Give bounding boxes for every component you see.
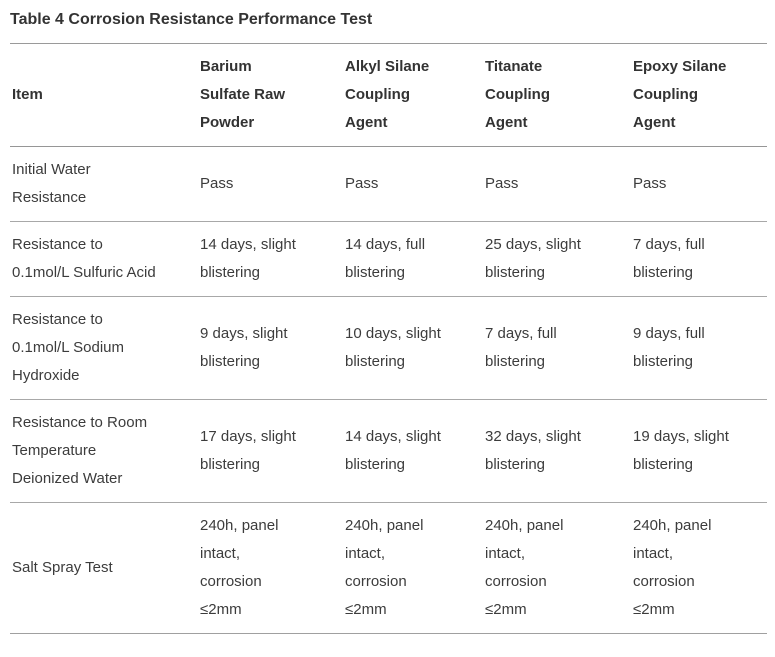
row-label: Salt Spray Test bbox=[12, 559, 113, 576]
table-cell: Pass bbox=[345, 146, 485, 222]
row-label: Resistance to 0.1mol/L Sulfuric Acid bbox=[10, 221, 200, 297]
table-cell: Pass bbox=[633, 146, 767, 222]
table-cell: 14 days, full blistering bbox=[345, 221, 485, 297]
table-cell: 10 days, slight blistering bbox=[345, 296, 485, 400]
table-cell: 32 days, slight blistering bbox=[485, 399, 633, 503]
table-cell: 240h, panel intact, corrosion ≤2mm bbox=[485, 517, 564, 618]
table-cell: Pass bbox=[200, 146, 345, 222]
table-cell: 9 days, full blistering bbox=[633, 296, 767, 400]
column-header: Titanate Coupling Agent bbox=[485, 43, 633, 147]
table-cell: 7 days, full blistering bbox=[485, 296, 633, 400]
row-label: Resistance to 0.1mol/L Sodium Hydroxide bbox=[10, 296, 200, 400]
table-body: Initial Water Resistance Pass Pass Pass Pass… bbox=[10, 146, 767, 634]
table-cell: 19 days, slight blistering bbox=[633, 399, 767, 503]
table-title: Table 4 Corrosion Resistance Performance… bbox=[10, 11, 373, 28]
corrosion-resistance-table: Item Barium Sulfate Raw Powder Alkyl Silan… bbox=[10, 43, 767, 634]
header-row: Item Barium Sulfate Raw Powder Alkyl Silan… bbox=[10, 43, 767, 147]
row-label: Initial Water Resistance bbox=[10, 146, 200, 222]
table-row: Resistance to 0.1mol/L Sulfuric Acid 14 d… bbox=[10, 221, 767, 297]
table-row: Initial Water Resistance Pass Pass Pass Pass bbox=[10, 146, 767, 222]
column-header: Alkyl Silane Coupling Agent bbox=[345, 43, 485, 147]
table-cell: 17 days, slight blistering bbox=[200, 399, 345, 503]
table-cell: 25 days, slight blistering bbox=[485, 221, 633, 297]
column-header: Barium Sulfate Raw Powder bbox=[200, 43, 345, 147]
table-row: Salt Spray Test 240h, panel intact, corro… bbox=[10, 503, 767, 634]
table-cell: Pass bbox=[485, 146, 633, 222]
column-header: Epoxy Silane Coupling Agent bbox=[633, 43, 767, 147]
column-header: Item bbox=[10, 43, 200, 147]
table-cell: 240h, panel intact, corrosion ≤2mm bbox=[633, 517, 712, 618]
table-cell: 14 days, slight blistering bbox=[200, 221, 345, 297]
table-row: Resistance to 0.1mol/L Sodium Hydroxide 9… bbox=[10, 296, 767, 400]
table-cell: 240h, panel intact, corrosion ≤2mm bbox=[345, 517, 424, 618]
table-cell: 7 days, full blistering bbox=[633, 221, 767, 297]
table-row: Resistance to Room Temperature Deionized… bbox=[10, 399, 767, 503]
table-cell: 14 days, slight blistering bbox=[345, 399, 485, 503]
row-label: Resistance to Room Temperature Deionized… bbox=[10, 399, 200, 503]
table-cell: 240h, panel intact, corrosion ≤2mm bbox=[200, 517, 279, 618]
table-cell: 9 days, slight blistering bbox=[200, 296, 345, 400]
